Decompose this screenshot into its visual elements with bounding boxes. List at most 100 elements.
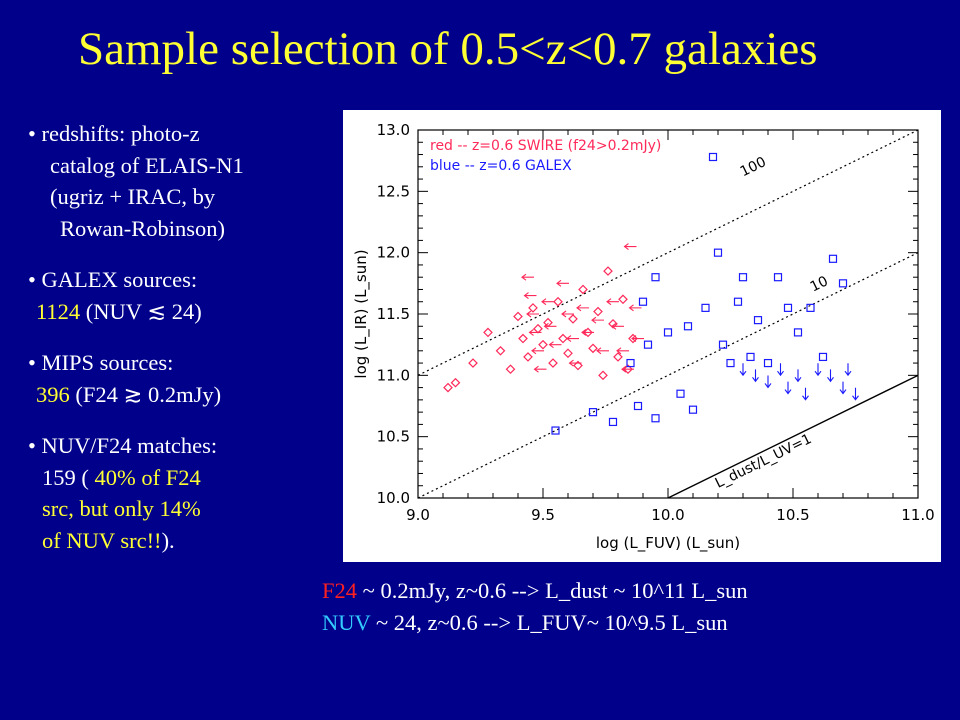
data-point xyxy=(676,389,685,398)
y-axis-label: log (L_IR) (L_sun) xyxy=(352,249,371,378)
data-point xyxy=(523,292,537,300)
data-point xyxy=(443,382,453,393)
data-point xyxy=(533,323,543,334)
legend-entry: blue -- z=0.6 GALEX xyxy=(430,158,572,174)
data-point xyxy=(783,303,793,312)
ratio-line xyxy=(666,374,918,498)
series-group xyxy=(443,266,638,393)
data-point xyxy=(568,314,578,324)
galex-count-line: 1124 (NUV ≲ 24) xyxy=(36,298,202,324)
data-point xyxy=(713,248,723,257)
mips-count-line: 396 (F24 ≳ 0.2mJy) xyxy=(36,381,222,407)
data-point xyxy=(628,333,638,344)
data-point xyxy=(598,370,608,381)
data-point xyxy=(651,273,660,282)
note-nuv: NUV ~ 24, z~0.6 --> L_FUV~ 10^9.5 L_sun xyxy=(322,610,728,635)
data-point xyxy=(583,327,593,338)
data-point xyxy=(581,328,594,336)
scatter-chart: 9.0 9.5 10.0 10.5 11.0 10.0 10.5 11.0 11.5 12.0 12… xyxy=(352,121,935,553)
match-line: src, but only 14% xyxy=(42,496,201,521)
data-point xyxy=(806,303,815,312)
notes-column: • redshifts: photo-z catalog of ELAIS-N1… xyxy=(28,118,338,556)
series-group xyxy=(521,243,644,373)
data-point xyxy=(852,387,859,401)
data-point xyxy=(663,328,673,337)
y-tick-label: 13.0 xyxy=(377,121,410,139)
data-point xyxy=(608,417,618,427)
data-point xyxy=(623,364,633,375)
data-point xyxy=(638,297,648,306)
data-point xyxy=(578,284,588,295)
redshift-line: (ugriz + IRAC, by xyxy=(50,184,216,209)
data-point xyxy=(561,310,574,318)
y-tick-label: 10.0 xyxy=(377,489,410,507)
y-tick-label: 11.5 xyxy=(377,305,410,323)
data-point xyxy=(739,363,747,377)
data-point xyxy=(764,375,772,389)
data-point xyxy=(541,298,554,306)
plot-frame xyxy=(417,129,919,499)
data-point xyxy=(784,381,792,395)
data-point xyxy=(628,304,642,312)
data-point xyxy=(733,297,743,306)
redshift-line: catalog of ELAIS-N1 xyxy=(50,152,244,178)
data-point xyxy=(814,363,822,377)
data-point xyxy=(802,387,809,401)
data-point xyxy=(753,316,763,325)
data-point xyxy=(526,310,539,318)
data-point xyxy=(523,352,533,362)
data-point xyxy=(548,341,562,349)
series-group xyxy=(551,152,848,435)
data-point xyxy=(828,254,838,263)
data-point xyxy=(651,414,660,423)
data-point xyxy=(603,266,613,276)
data-point xyxy=(538,339,548,350)
data-point xyxy=(633,401,643,411)
bottom-notes: F24 ~ 0.2mJy, z~0.6 --> L_dust ~ 10^11 L… xyxy=(322,575,748,639)
x-axis-label: log (L_FUV) (L_sun) xyxy=(596,534,740,553)
data-point xyxy=(794,369,802,383)
data-point xyxy=(838,279,848,288)
data-point xyxy=(495,345,506,356)
legend-entry: red -- z=0.6 SWIRE (f24>0.2mJy) xyxy=(430,138,661,154)
bullet-mips: • MIPS sources: xyxy=(28,350,174,375)
data-point xyxy=(611,322,624,330)
data-point xyxy=(827,369,834,383)
ratio-line-label: 10 xyxy=(808,273,831,295)
y-tick-label: 11.0 xyxy=(377,366,410,384)
data-point xyxy=(591,316,604,324)
redshift-line: Rowan-Robinson) xyxy=(60,215,225,241)
y-tick-label: 12.0 xyxy=(377,244,410,262)
y-tick-label: 12.5 xyxy=(377,182,410,200)
slide-title: Sample selection of 0.5<z<0.7 galaxies xyxy=(78,23,818,75)
series-group xyxy=(739,363,859,401)
ratio-line-label: 100 xyxy=(738,154,769,180)
data-point xyxy=(777,363,784,377)
data-point xyxy=(563,348,573,359)
data-point xyxy=(558,333,568,344)
data-point xyxy=(793,328,803,337)
scatter-plot: 9.0 9.5 10.0 10.5 11.0 10.0 10.5 11.0 11.5 12.0 12… xyxy=(343,110,941,562)
match-line: 159 ( 40% of F24 xyxy=(42,464,201,490)
data-point xyxy=(533,365,547,373)
data-point xyxy=(763,358,773,368)
x-tick-label: 10.0 xyxy=(651,506,684,524)
data-point xyxy=(588,408,598,417)
data-point xyxy=(726,358,735,368)
data-point xyxy=(708,152,718,162)
data-point xyxy=(553,296,563,307)
data-point xyxy=(643,340,653,349)
bullet-redshifts: • redshifts: photo-z xyxy=(28,121,200,146)
x-tick-label: 9.0 xyxy=(406,506,430,524)
data-point xyxy=(738,273,748,282)
data-point xyxy=(688,405,698,414)
x-tick-label: 11.0 xyxy=(901,506,934,524)
data-point xyxy=(596,347,609,355)
bullet-galex: • GALEX sources: xyxy=(28,267,198,292)
data-point xyxy=(528,328,542,336)
data-point xyxy=(551,426,560,435)
data-point xyxy=(568,359,582,367)
data-point xyxy=(608,318,618,329)
data-point xyxy=(818,352,828,362)
data-point xyxy=(683,322,693,331)
